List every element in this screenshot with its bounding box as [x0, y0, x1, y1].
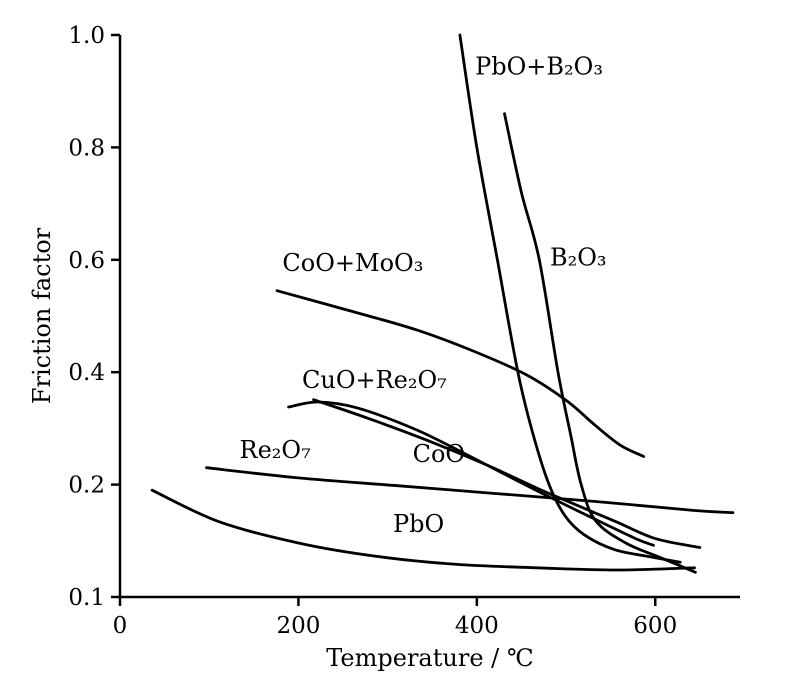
curve-1 — [458, 33, 682, 564]
y-tick-label: 0.4 — [68, 360, 105, 386]
curve-label: B₂O₃ — [550, 243, 607, 271]
x-axis-title: Temperature / ℃ — [326, 644, 534, 672]
curve-label: CoO — [413, 440, 466, 468]
y-tick-label: 0.2 — [68, 473, 105, 499]
x-tick-label: 400 — [455, 613, 499, 639]
curve-6 — [312, 398, 702, 549]
x-tick-label: 0 — [113, 613, 128, 639]
curve-2 — [503, 112, 697, 574]
curve-label: PbO+B₂O₃ — [475, 52, 603, 80]
y-tick-label: 0.6 — [68, 248, 105, 274]
curve-label: Re₂O₇ — [240, 436, 311, 464]
curve-3 — [275, 289, 646, 458]
curve-5 — [205, 466, 735, 515]
curve-label: CuO+Re₂O₇ — [302, 366, 447, 394]
curve-label: CoO+MoO₃ — [282, 249, 423, 277]
y-tick-label: 0.8 — [68, 135, 105, 161]
curve-7 — [150, 488, 696, 572]
x-tick-label: 600 — [633, 613, 677, 639]
y-axis-title: Friction factor — [28, 227, 56, 405]
y-tick-label: 1.0 — [68, 23, 105, 49]
curve-label: PbO — [393, 510, 444, 538]
x-tick-label: 200 — [276, 613, 320, 639]
y-tick-label: 0.1 — [68, 585, 105, 611]
